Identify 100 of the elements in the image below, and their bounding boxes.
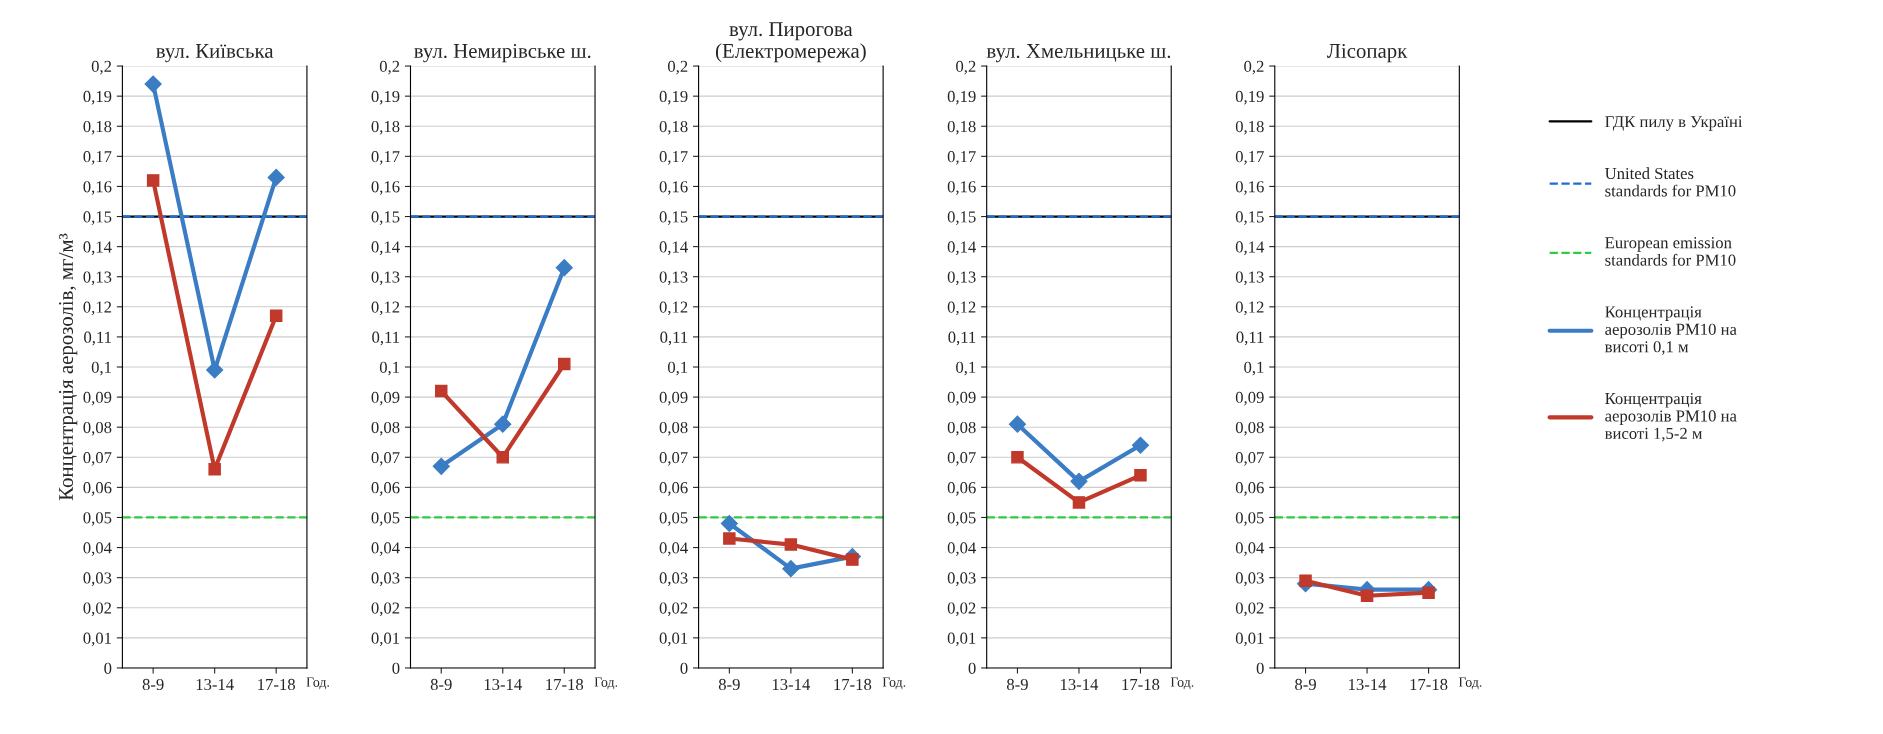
y-tick-label: 0,02 [1235,602,1264,617]
y-tick-label: 0,03 [947,572,976,586]
y-tick-label: 0,09 [659,391,688,406]
y-tick-label: 0,19 [1235,90,1264,105]
x-tick-label: 8-9 [142,678,164,691]
y-tick-label: 0,13 [659,271,688,286]
y-tick-label: 0,04 [659,542,688,556]
y-tick-label: 0,11 [660,331,688,346]
y-tick-label: 0,1 [91,361,111,376]
y-tick-label: 0,2 [1244,60,1264,75]
point [558,357,571,371]
y-tick-label: 0,13 [1235,271,1264,286]
y-tick-label: 0,19 [371,90,400,105]
y-tick-label: 0,01 [83,632,111,647]
y-tick-label: 0,11 [84,331,111,346]
y-tick-label: 0,18 [1235,120,1264,135]
x-tick-label: 13-14 [1060,678,1099,691]
y-tick-label: 0,11 [1236,331,1264,346]
y-tick-label: 0,18 [83,120,112,135]
x-axis-title: Год. [1458,677,1482,690]
y-tick-label: 0 [392,662,400,674]
x-tick-label: 8-9 [718,678,740,691]
y-tick-label: 0,12 [83,301,112,316]
y-tick-label: 0,19 [659,90,688,105]
y-tick-label: 0,13 [947,271,976,286]
y-tick-label: 0,18 [371,120,400,135]
y-tick-label: 0,03 [659,572,688,586]
y-tick-label: 0,2 [956,60,976,75]
point [146,174,160,187]
y-tick-label: 0,16 [1235,181,1264,195]
y-tick-label: 0,09 [83,391,112,406]
y-tick-label: 0,05 [371,512,400,526]
y-tick-label: 0,15 [83,211,112,225]
x-axis-title: Год. [594,677,618,690]
y-tick-label: 0,18 [947,120,976,135]
point [144,75,162,93]
y-tick-label: 0,19 [947,90,976,105]
y-tick-label: 0,17 [371,151,400,165]
y-tick-label: 0,03 [371,572,400,586]
y-tick-label: 0,05 [83,512,112,526]
y-tick-label: 0,07 [83,451,112,466]
point [1072,496,1086,509]
y-tick-label: 0,09 [1235,391,1264,406]
x-tick-label: 17-18 [546,678,584,691]
y-tick-label: 0,07 [659,451,688,466]
x-tick-label: 8-9 [1295,678,1316,691]
y-tick-label: 0,17 [83,151,112,165]
y-tick-label: 0,06 [947,482,976,496]
y-tick-label: 0,08 [83,421,112,436]
y-tick-label: 0,14 [1235,241,1265,255]
y-tick-label: 0,14 [371,241,400,255]
y-tick-label: 0,12 [659,301,688,316]
y-tick-label: 0,1 [956,361,976,376]
y-tick-label: 0 [1256,662,1264,674]
y-tick-label: 0,14 [947,241,977,255]
y-tick-label: 0,01 [1235,632,1264,647]
x-tick-label: 8-9 [1006,678,1028,691]
chart-title: вул. Пирогова (Електромережа) [715,22,866,63]
point [267,168,285,186]
y-tick-label: 0,11 [948,331,976,346]
x-tick-label: 17-18 [258,678,295,691]
y-tick-label: 0,2 [667,60,688,75]
y-tick-label: 0,02 [659,602,688,617]
y-tick-label: 0,06 [371,482,400,496]
y-tick-label: 0,08 [659,421,688,436]
x-tick-label: 13-14 [484,678,522,691]
y-tick-label: 0,15 [371,211,400,225]
x-tick-label: 17-18 [834,678,872,691]
y-tick-label: 0,19 [83,90,112,105]
y-tick-label: 0,04 [1235,542,1265,556]
y-axis-title: Концентрація аерозолів, мг/м³ [59,233,78,501]
y-tick-label: 0 [680,662,688,674]
y-tick-label: 0,05 [1235,512,1264,526]
chart-title: Лісопарк [1326,43,1408,63]
y-tick-label: 0,07 [371,451,400,466]
y-tick-label: 0,16 [371,181,400,195]
point [1008,415,1026,433]
x-axis-title: Год. [1170,677,1194,690]
y-tick-label: 0,01 [947,632,976,647]
y-tick-label: 0,09 [371,391,400,406]
y-tick-label: 0,03 [1235,572,1264,586]
y-tick-label: 0,04 [83,542,112,556]
y-tick-label: 0,17 [659,151,688,165]
point [494,415,512,433]
point [269,309,283,323]
y-tick-label: 0 [968,662,976,674]
x-tick-label: 13-14 [196,678,234,691]
point [1070,472,1088,490]
y-tick-label: 0,06 [1235,482,1264,496]
chart-title: вул. Київська [156,44,274,63]
y-tick-label: 0,01 [659,632,688,647]
y-tick-label: 0,1 [1244,361,1264,376]
y-tick-label: 0,02 [83,602,112,617]
y-tick-label: 0,04 [371,542,400,556]
y-tick-label: 0,1 [379,361,400,376]
y-tick-label: 0,08 [1235,421,1264,436]
point [1422,586,1435,599]
point [1131,436,1150,454]
y-tick-label: 0,14 [83,241,112,255]
chart-title: вул. Немирівське ш. [414,43,591,63]
